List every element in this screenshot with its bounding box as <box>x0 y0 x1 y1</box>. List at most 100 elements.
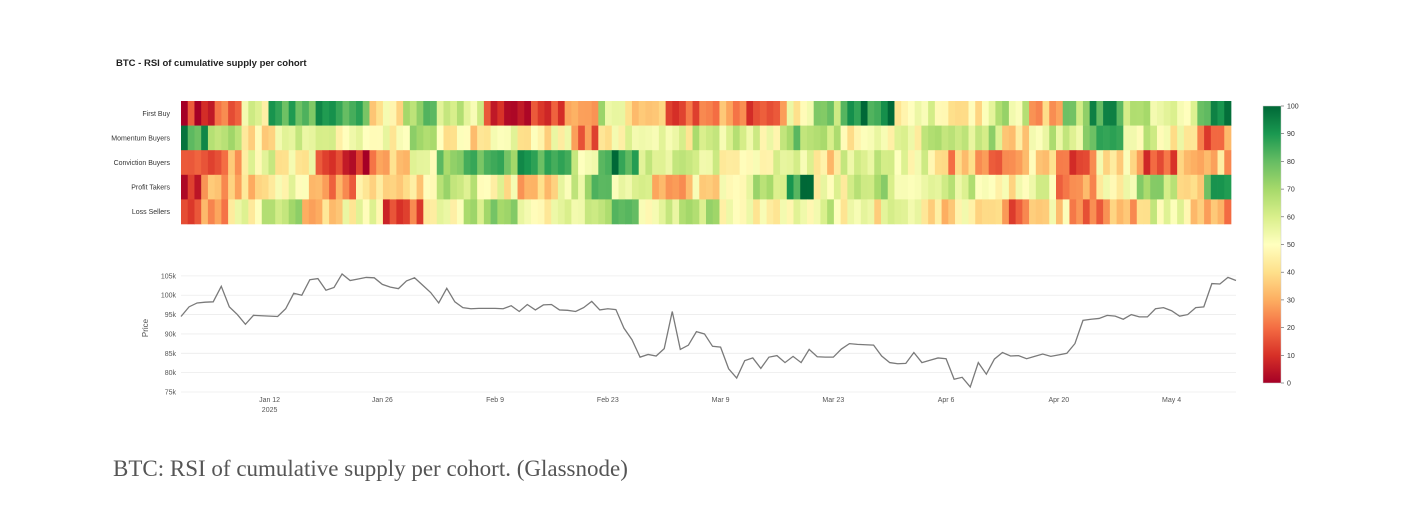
heatmap-cell <box>712 199 720 225</box>
heatmap-cell <box>598 150 606 176</box>
heatmap-cell <box>430 150 438 176</box>
heatmap-cell <box>1150 150 1158 176</box>
heatmap-cell <box>194 101 202 126</box>
heatmap-cell <box>551 125 559 151</box>
heatmap-cell <box>894 101 902 126</box>
chart-title: BTC - RSI of cumulative supply per cohor… <box>116 58 307 69</box>
heatmap-cell <box>1130 150 1138 176</box>
heatmap-cell <box>874 150 882 176</box>
heatmap-cell <box>281 150 290 176</box>
heatmap-cell <box>241 174 249 200</box>
heatmap-cell <box>504 101 512 126</box>
heatmap-cell <box>827 199 835 225</box>
heatmap-cell <box>1197 125 1205 151</box>
heatmap-cell <box>537 101 545 126</box>
heatmap-cell <box>793 174 801 200</box>
heatmap-cell <box>456 150 465 176</box>
heatmap-cell <box>766 101 774 126</box>
cohort-label: Profit Takers <box>131 185 170 192</box>
heatmap-cell <box>907 174 915 200</box>
heatmap-cell <box>894 125 902 151</box>
heatmap-cell <box>1183 174 1191 200</box>
heatmap-cell <box>753 199 761 225</box>
heatmap-cell <box>833 199 841 225</box>
heatmap-cell <box>1170 199 1178 225</box>
heatmap-cell <box>436 101 444 126</box>
heatmap-cell <box>1177 125 1185 151</box>
heatmap-cell <box>308 199 316 225</box>
heatmap-cell <box>490 101 498 126</box>
heatmap-cell <box>726 150 734 176</box>
heatmap-cell <box>403 150 411 176</box>
heatmap-cell <box>517 199 525 225</box>
heatmap-cell <box>887 125 895 151</box>
heatmap-cell <box>450 125 458 151</box>
heatmap-cell <box>456 125 465 151</box>
heatmap-cell <box>1035 101 1043 126</box>
heatmap-cell <box>934 199 942 225</box>
heatmap-cell <box>302 199 310 225</box>
heatmap-cell <box>726 199 734 225</box>
heatmap-cell <box>517 125 525 151</box>
heatmap-cell <box>234 199 242 225</box>
heatmap-cell <box>477 150 485 176</box>
heatmap-cell <box>739 150 747 176</box>
heatmap-cell <box>214 101 222 126</box>
heatmap-cell <box>1015 174 1023 200</box>
heatmap-cell <box>551 150 559 176</box>
heatmap-cell <box>1123 150 1131 176</box>
heatmap-cell <box>322 150 330 176</box>
heatmap-cell <box>571 125 579 151</box>
heatmap-cell <box>1022 199 1030 225</box>
heatmap-cell <box>544 174 552 200</box>
heatmap-cell <box>840 174 848 200</box>
heatmap-cell <box>699 125 707 151</box>
heatmap-cell <box>356 125 364 151</box>
heatmap-cell <box>672 174 680 200</box>
colorbar-tick-label: 70 <box>1287 187 1295 194</box>
heatmap-cell <box>531 101 539 126</box>
heatmap-cell <box>423 101 431 126</box>
heatmap-cell <box>477 174 485 200</box>
heatmap-cell <box>450 101 458 126</box>
price-gridlines <box>181 275 1236 393</box>
heatmap-cell <box>281 174 290 200</box>
heatmap-cell <box>1109 125 1117 151</box>
heatmap-cell <box>1076 125 1084 151</box>
heatmap-cell <box>719 199 727 225</box>
heatmap-cell <box>382 150 390 176</box>
heatmap-cell <box>1190 174 1198 200</box>
heatmap-cell <box>1056 101 1064 126</box>
heatmap-cell <box>329 150 337 176</box>
heatmap-cell <box>214 199 222 225</box>
heatmap-cell <box>342 150 350 176</box>
heatmap-cell <box>1116 150 1124 176</box>
heatmap-cell <box>854 199 862 225</box>
heatmap-cell <box>1029 199 1037 225</box>
heatmap-cell <box>598 174 606 200</box>
heatmap-cell <box>975 199 983 225</box>
heatmap-cell <box>275 199 283 225</box>
heatmap-cell <box>382 125 390 151</box>
heatmap-cell <box>288 174 296 200</box>
heatmap-cell <box>961 101 969 126</box>
heatmap-cell <box>531 199 539 225</box>
heatmap-cell <box>948 125 956 151</box>
heatmap-cell <box>981 150 990 176</box>
heatmap-cell <box>1204 174 1212 200</box>
heatmap-cell <box>531 125 539 151</box>
heatmap-cell <box>1156 101 1165 126</box>
heatmap-cell <box>1183 199 1191 225</box>
heatmap-cell <box>1156 125 1165 151</box>
heatmap-cell <box>773 150 781 176</box>
heatmap-cell <box>261 199 269 225</box>
heatmap-cell <box>746 150 754 176</box>
heatmap-cell <box>1163 101 1171 126</box>
heatmap-cell <box>403 174 411 200</box>
heatmap-cell <box>887 199 895 225</box>
heatmap-cell <box>759 199 767 225</box>
heatmap-cell <box>1136 101 1144 126</box>
heatmap-cell <box>295 199 303 225</box>
colorbar-tick-label: 50 <box>1287 242 1295 249</box>
heatmap-cell <box>578 125 586 151</box>
